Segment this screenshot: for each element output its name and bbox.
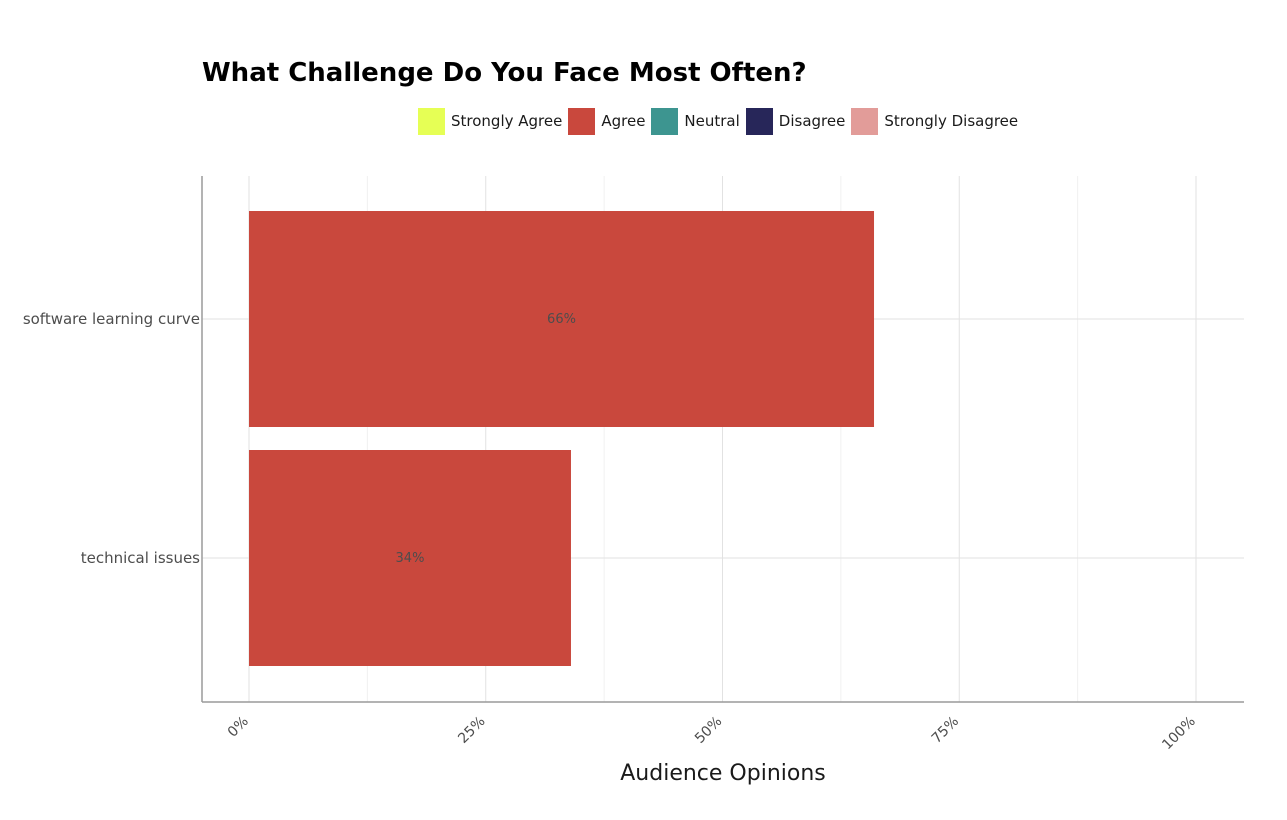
legend: Strongly Agree Agree Neutral Disagree Strong…	[418, 107, 1024, 135]
legend-label: Strongly Disagree	[884, 112, 1019, 130]
x-tick-label: 50%	[692, 714, 725, 747]
legend-label: Agree	[601, 112, 646, 130]
legend-label: Neutral	[684, 112, 740, 130]
x-axis-title: Audience Opinions	[620, 761, 826, 786]
x-tick-label: 100%	[1159, 714, 1199, 754]
x-tick-label: 0%	[225, 714, 252, 741]
data-label: 34%	[396, 551, 425, 566]
legend-swatch	[745, 107, 773, 135]
legend-item: Strongly Agree	[418, 107, 563, 135]
data-label: 66%	[547, 312, 576, 327]
legend-item: Strongly Disagree	[851, 107, 1019, 135]
y-tick-label: technical issues	[81, 549, 200, 567]
legend-swatch	[418, 107, 445, 135]
legend-item: Agree	[568, 107, 646, 135]
legend-swatch	[651, 107, 679, 135]
legend-item: Neutral	[651, 107, 740, 135]
bar	[249, 450, 571, 666]
legend-label: Disagree	[778, 112, 846, 130]
chart-title: What Challenge Do You Face Most Often?	[202, 58, 807, 88]
x-tick-label: 75%	[929, 714, 962, 747]
y-tick-label: software learning curve	[23, 310, 200, 328]
x-tick-label: 25%	[455, 714, 488, 747]
bar	[249, 211, 875, 427]
legend-label: Strongly Agree	[451, 112, 563, 130]
legend-item: Disagree	[745, 107, 846, 135]
legend-swatch	[568, 107, 596, 135]
legend-swatch	[851, 107, 879, 135]
